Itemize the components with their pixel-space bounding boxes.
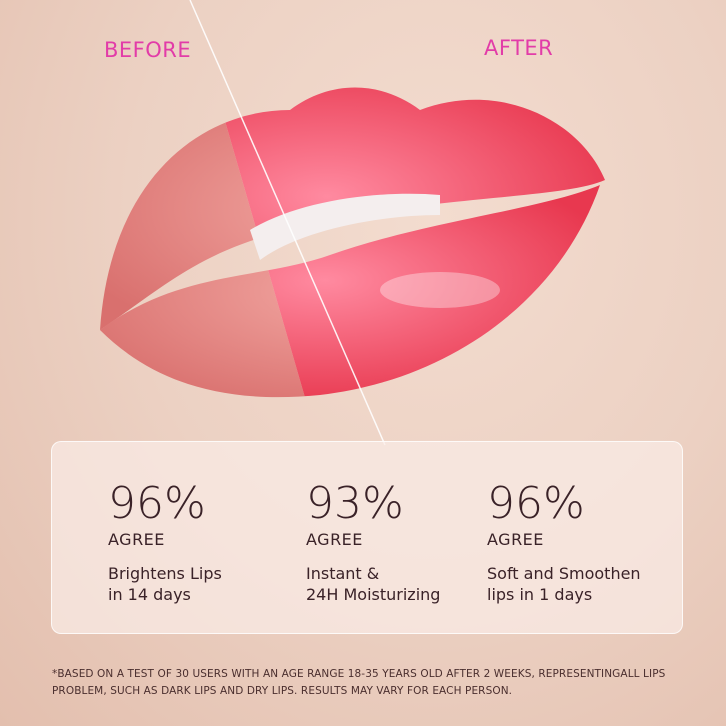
stat-description: Instant & 24H Moisturizing bbox=[306, 564, 441, 604]
stats-panel: 96% AGREE Brightens Lips in 14 days 93% … bbox=[51, 441, 683, 634]
stat-3: 96% AGREE Soft and Smoothen lips in 1 da… bbox=[487, 480, 641, 605]
stat-description: Soft and Smoothen lips in 1 days bbox=[487, 564, 641, 604]
stat-description: Brightens Lips in 14 days bbox=[108, 564, 222, 604]
stat-agree: AGREE bbox=[306, 530, 363, 549]
stat-percent: 93% bbox=[306, 478, 404, 529]
stat-2: 93% AGREE Instant & 24H Moisturizing bbox=[306, 480, 440, 605]
stat-agree: AGREE bbox=[108, 530, 165, 549]
stat-1: 96% AGREE Brightens Lips in 14 days bbox=[108, 480, 222, 605]
before-label: BEFORE bbox=[104, 38, 192, 62]
stat-percent: 96% bbox=[487, 478, 585, 529]
stat-agree: AGREE bbox=[487, 530, 544, 549]
divider-line bbox=[189, 0, 386, 446]
after-label: AFTER bbox=[484, 36, 554, 60]
stat-percent: 96% bbox=[108, 478, 206, 529]
footnote: *BASED ON A TEST OF 30 USERS WITH AN AGE… bbox=[52, 668, 666, 697]
